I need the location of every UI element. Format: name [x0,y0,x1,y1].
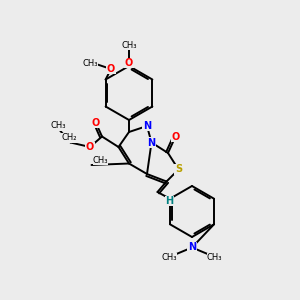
Text: N: N [147,137,156,148]
Text: CH₃: CH₃ [93,156,108,165]
Text: H: H [165,196,174,206]
Text: O: O [92,118,100,128]
Text: CH₃: CH₃ [82,58,98,68]
Text: CH₃: CH₃ [121,40,137,50]
Text: O: O [171,131,180,142]
Text: N: N [143,121,151,131]
Text: O: O [125,58,133,68]
Text: O: O [107,64,115,74]
Text: CH₃: CH₃ [51,122,66,130]
Text: O: O [86,142,94,152]
Text: CH₃: CH₃ [207,254,222,262]
Text: CH₃: CH₃ [162,254,177,262]
Text: N: N [188,242,196,253]
Text: S: S [175,164,182,175]
Text: CH₂: CH₂ [61,134,77,142]
